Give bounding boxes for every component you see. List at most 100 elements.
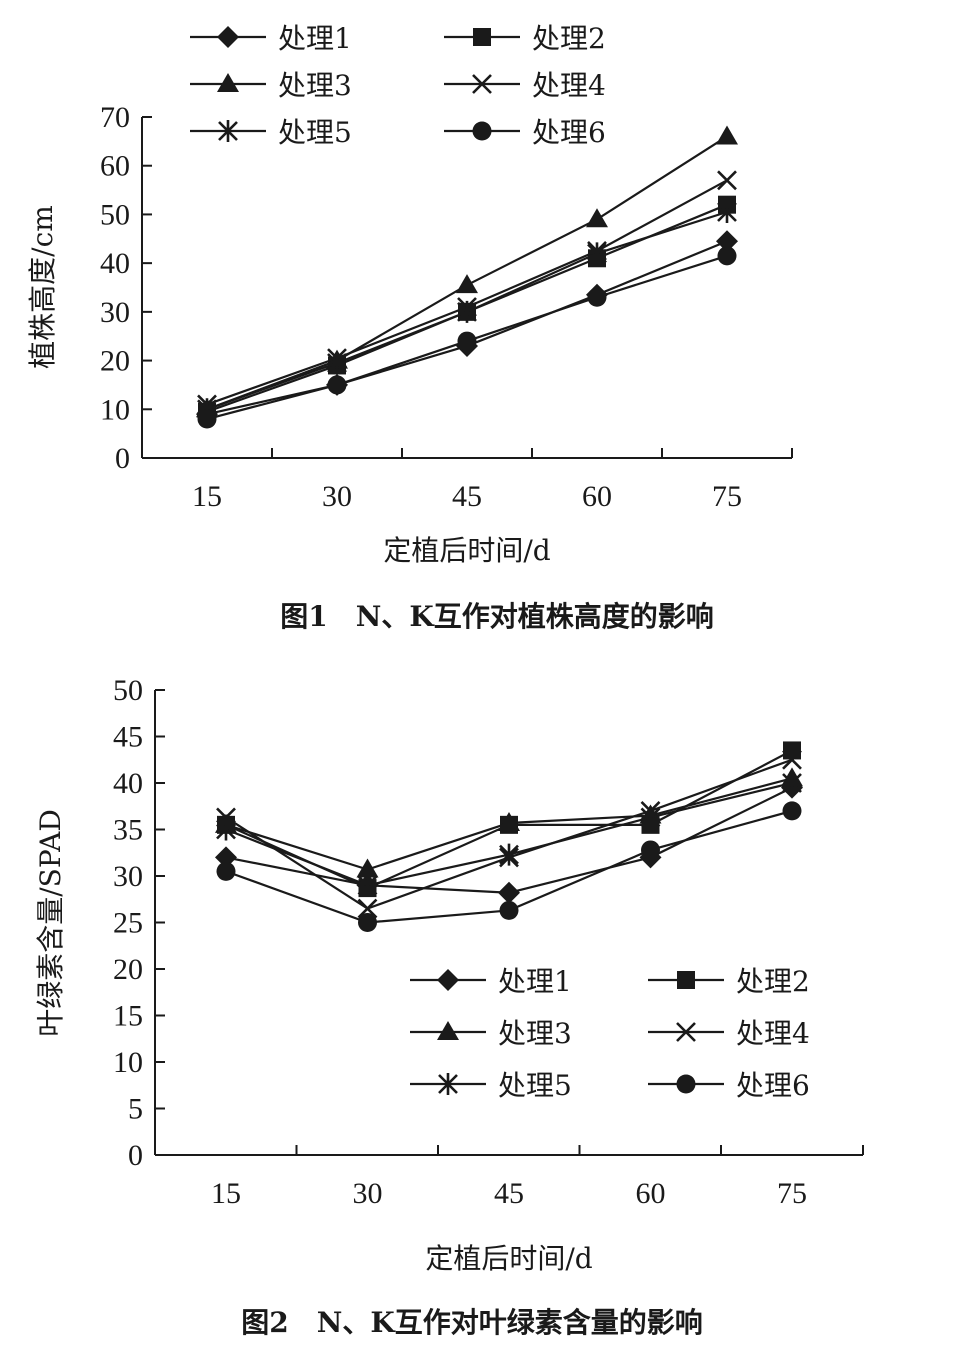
- data-point: [782, 749, 802, 770]
- legend-marker: [676, 1022, 696, 1042]
- circle-marker-shape: [358, 913, 377, 932]
- circle-marker-shape: [676, 1074, 696, 1094]
- x-axis-title: 定植后时间/d: [383, 534, 550, 567]
- chlorophyll-chart: 0 5 10 15 20 25 30 35 40 45 50 15 30 45 60 75 定植后时间/d 叶绿素…: [34, 674, 864, 1275]
- legend-marker: [438, 1073, 458, 1095]
- square-marker-shape: [677, 971, 695, 989]
- legend-item: 处理3: [410, 1017, 572, 1050]
- y-axis-title: 叶绿素含量/SPAD: [34, 809, 67, 1037]
- square-marker-shape: [783, 741, 801, 760]
- asterisk-marker-shape: [717, 200, 737, 223]
- circle-marker-shape: [499, 900, 519, 920]
- data-point: [457, 300, 477, 323]
- legend-item: 处理5: [190, 116, 352, 149]
- figure-2-caption: 图2 N、K互作对叶绿素含量的影响: [241, 1306, 702, 1339]
- y-tick-label: 30: [100, 296, 130, 329]
- square-marker-shape: [473, 28, 491, 46]
- triangle-marker-shape: [437, 1021, 459, 1040]
- circle-marker-shape: [717, 246, 737, 266]
- legend-marker: [473, 28, 491, 46]
- data-point: [641, 840, 660, 860]
- x-tick-label: 45: [494, 1177, 524, 1210]
- asterisk-marker-shape: [499, 843, 519, 866]
- x-marker-shape: [717, 170, 737, 191]
- legend-item: 处理5: [410, 1069, 572, 1102]
- asterisk-marker-shape: [438, 1073, 458, 1095]
- legend-item: 处理2: [444, 22, 606, 55]
- asterisk-marker-shape: [587, 242, 607, 265]
- diamond-marker-shape: [498, 881, 520, 904]
- data-point: [640, 806, 661, 829]
- x-marker-shape: [357, 898, 378, 919]
- x-tick-label: 75: [712, 480, 742, 513]
- circle-marker-shape: [641, 840, 660, 860]
- circle-marker-shape: [197, 409, 217, 429]
- x-tick-label: 30: [353, 1177, 383, 1210]
- y-axis-title: 植株高度/cm: [26, 205, 59, 369]
- data-point: [717, 200, 737, 223]
- y-tick-label: 15: [113, 1000, 143, 1033]
- series-5: [197, 200, 737, 421]
- legend-item: 处理6: [648, 1069, 810, 1102]
- x-tick-label: 15: [192, 480, 222, 513]
- legend-marker: [472, 74, 492, 94]
- data-point: [498, 811, 520, 831]
- circle-marker-shape: [457, 331, 477, 351]
- legend-item: 处理1: [190, 22, 352, 55]
- series-1: [215, 776, 803, 904]
- x-tick-label: 30: [322, 480, 352, 513]
- y-tick-label: 20: [113, 953, 143, 986]
- data-point: [782, 772, 802, 794]
- data-point: [358, 913, 377, 932]
- legend-item: 处理3: [190, 69, 352, 102]
- legend-item: 处理4: [444, 69, 606, 102]
- triangle-marker-shape: [716, 125, 738, 145]
- data-point: [456, 274, 478, 294]
- data-point: [587, 287, 607, 307]
- data-point: [499, 900, 519, 920]
- data-point: [783, 741, 801, 760]
- data-point: [356, 858, 379, 878]
- x-tick-label: 45: [452, 480, 482, 513]
- triangle-marker-shape: [586, 208, 608, 228]
- triangle-marker-shape: [456, 274, 478, 294]
- y-tick-label: 45: [113, 721, 143, 754]
- data-point: [197, 409, 217, 429]
- data-point: [216, 861, 236, 881]
- y-tick-label: 40: [113, 767, 143, 800]
- legend-marker: [217, 73, 239, 92]
- y-tick-label: 0: [128, 1139, 143, 1172]
- data-point: [215, 846, 237, 869]
- data-point: [498, 881, 520, 904]
- legend-marker: [472, 121, 492, 141]
- asterisk-marker-shape: [782, 772, 802, 794]
- data-point: [327, 375, 347, 395]
- series-6: [197, 246, 737, 429]
- legend-label: 处理3: [278, 69, 352, 102]
- series-1: [196, 230, 738, 426]
- data-point: [717, 246, 737, 266]
- triangle-marker-shape: [356, 858, 379, 878]
- asterisk-marker-shape: [357, 874, 378, 897]
- circle-marker-shape: [472, 121, 492, 141]
- y-tick-label: 10: [100, 393, 130, 426]
- y-tick-label: 25: [113, 907, 143, 940]
- series-line: [206, 240, 728, 416]
- y-tick-label: 50: [100, 198, 130, 231]
- legend-label: 处理6: [736, 1069, 810, 1102]
- x-tick-label: 60: [582, 480, 612, 513]
- circle-marker-shape: [216, 861, 236, 881]
- legend-item: 处理1: [410, 965, 572, 998]
- legend: 处理1 处理2 处理3 处理4 处理5 处理6: [410, 965, 810, 1102]
- y-tick-label: 60: [100, 150, 130, 183]
- x-axis-title: 定植后时间/d: [425, 1242, 592, 1275]
- data-point: [716, 125, 738, 145]
- legend-marker: [677, 971, 695, 989]
- circle-marker-shape: [327, 375, 347, 395]
- series-6: [216, 801, 802, 932]
- circle-marker-shape: [782, 801, 802, 821]
- legend-label: 处理3: [498, 1017, 572, 1050]
- data-point: [782, 801, 802, 821]
- legend-label: 处理1: [498, 965, 572, 998]
